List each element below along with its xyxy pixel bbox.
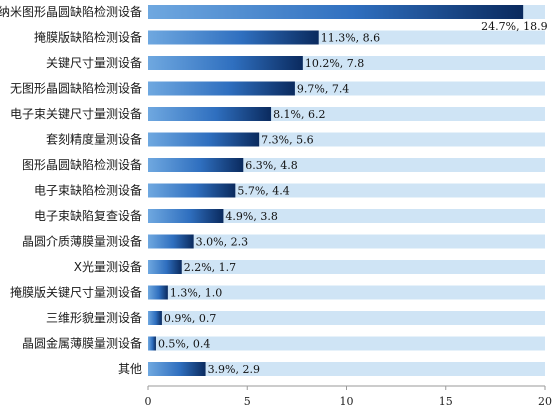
data-label: 10.2%, 7.8 (305, 57, 364, 70)
bar (148, 209, 224, 223)
bar (148, 260, 182, 274)
bar (148, 336, 156, 351)
x-tick-label: 0 (145, 395, 152, 408)
data-label: 8.1%, 6.2 (273, 108, 325, 121)
category-label: 晶圆介质薄膜量测设备 (22, 234, 142, 249)
category-label: 电子束缺陷检测设备 (34, 183, 142, 198)
category-label: 纳米图形晶圆缺陷检测设备 (0, 4, 142, 19)
data-label: 0.9%, 0.7 (164, 312, 216, 325)
category-label: 晶圆金属薄膜量测设备 (22, 336, 142, 351)
bar-track (148, 158, 545, 172)
bar (148, 132, 260, 147)
x-tick-label: 5 (244, 395, 251, 408)
data-label: 9.7%, 7.4 (297, 83, 349, 96)
x-tick-label: 20 (538, 395, 552, 408)
bar (148, 107, 272, 121)
bar (148, 158, 244, 172)
x-axis-ticks: 0 5 10 15 20 (145, 386, 552, 408)
x-tick-label: 10 (340, 395, 354, 408)
category-label: 无图形晶圆缺陷检测设备 (10, 81, 142, 96)
bar-track (148, 311, 545, 325)
bar-track (148, 336, 545, 351)
bar (148, 30, 319, 45)
data-label: 11.3%, 8.6 (321, 32, 380, 45)
category-label: 电子束关键尺寸量测设备 (10, 107, 142, 121)
bar (148, 311, 162, 325)
data-label: 4.9%, 3.8 (225, 210, 277, 223)
data-label: 0.5%, 0.4 (158, 338, 210, 351)
bar (148, 285, 168, 300)
category-label: 电子束缺陷复查设备 (34, 208, 142, 223)
x-tick-label: 15 (439, 395, 453, 408)
category-label: 其他 (118, 362, 142, 376)
category-label: 图形晶圆缺陷检测设备 (22, 157, 142, 172)
bar-track (148, 362, 545, 376)
bar-tracks (148, 5, 545, 376)
data-label: 3.0%, 2.3 (196, 236, 248, 249)
category-label: 掩膜版缺陷检测设备 (34, 30, 142, 45)
bar (148, 234, 194, 249)
data-label: 2.2%, 1.7 (184, 261, 236, 274)
bars (148, 5, 524, 376)
bar-track (148, 209, 545, 223)
data-label: 3.9%, 2.9 (208, 363, 260, 376)
category-label: 掩膜版关键尺寸量测设备 (10, 286, 142, 300)
data-label: 24.7%, 18.9 (481, 20, 547, 33)
bar-track (148, 234, 545, 249)
data-label: 5.7%, 4.4 (237, 185, 289, 198)
bar (148, 81, 295, 96)
data-label: 7.3%, 5.6 (261, 134, 313, 147)
category-label: X光量测设备 (74, 260, 142, 274)
bar-track (148, 183, 545, 198)
bar (148, 5, 524, 19)
category-label: 三维形貌量测设备 (46, 310, 142, 325)
data-label: 6.3%, 4.8 (245, 159, 297, 172)
category-labels: 纳米图形晶圆缺陷检测设备掩膜版缺陷检测设备关键尺寸量测设备无图形晶圆缺陷检测设备… (0, 4, 142, 376)
category-label: 套刻精度量测设备 (46, 132, 142, 147)
category-label: 关键尺寸量测设备 (46, 56, 142, 70)
bar (148, 362, 206, 376)
data-label: 1.3%, 1.0 (170, 287, 222, 300)
bar-track (148, 285, 545, 300)
data-labels: 24.7%, 18.9 11.3%, 8.6 10.2%, 7.8 9.7%, 7.4… (158, 20, 548, 376)
bar (148, 183, 236, 198)
bar (148, 56, 303, 70)
bar-track (148, 260, 545, 274)
